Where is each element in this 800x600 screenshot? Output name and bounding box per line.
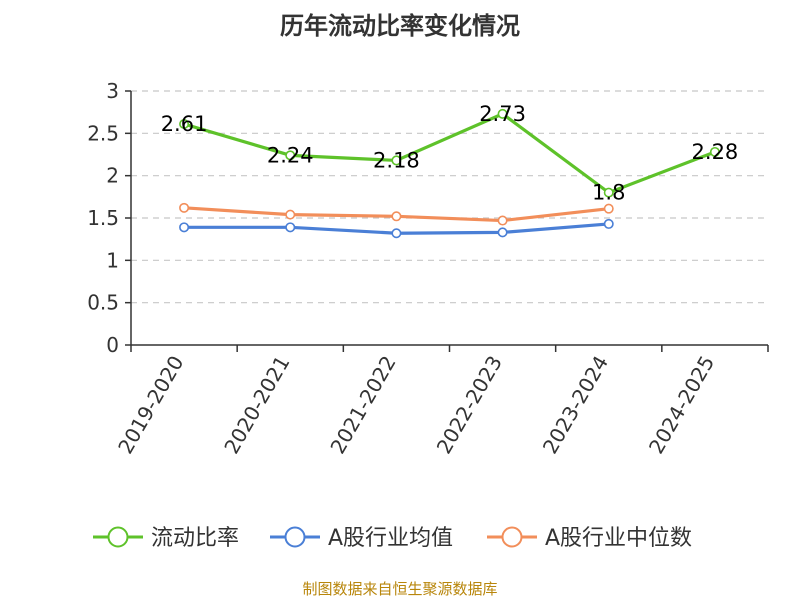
legend-marker — [284, 526, 306, 548]
y-tick-label: 1.5 — [87, 206, 119, 230]
x-tick-label: 2021-2022 — [325, 352, 400, 458]
legend-marker — [501, 526, 523, 548]
y-tick-label: 2.5 — [87, 121, 119, 145]
legend-item[interactable]: A股行业均值 — [270, 526, 453, 551]
grid-lines — [131, 90, 768, 304]
series-lines — [179, 108, 720, 239]
data-label: 1.8 — [592, 181, 625, 205]
y-tick-label: 0.5 — [87, 291, 119, 315]
data-point — [285, 222, 296, 233]
y-tick-label: 3 — [106, 79, 119, 103]
data-point — [285, 150, 296, 161]
data-point — [391, 228, 402, 239]
data-point — [179, 222, 190, 233]
data-point — [179, 202, 190, 213]
data-label: 2.73 — [479, 102, 526, 126]
data-point — [391, 155, 402, 166]
data-point — [497, 108, 508, 119]
x-tick-label: 2020-2021 — [219, 352, 294, 458]
data-point — [179, 119, 190, 130]
chart-title: 历年流动比率变化情况 — [280, 12, 520, 40]
x-tick-label: 2022-2023 — [432, 352, 507, 458]
series-line — [183, 112, 716, 195]
y-tick-label: 0 — [106, 333, 119, 357]
data-label: 2.61 — [161, 112, 208, 136]
data-point — [497, 227, 508, 238]
y-tick-label: 2 — [106, 164, 119, 188]
data-point — [285, 209, 296, 220]
data-point — [603, 203, 614, 214]
data-point — [709, 146, 720, 157]
data-label: 2.24 — [267, 143, 314, 167]
legend-marker — [107, 526, 129, 548]
legend-label: A股行业中位数 — [545, 526, 692, 551]
legend-label: A股行业均值 — [328, 526, 453, 551]
data-labels: 2.61 2.24 2.18 2.73 1.8 2.28 — [161, 102, 739, 205]
data-point — [603, 187, 614, 198]
data-label: 2.28 — [692, 140, 739, 164]
legend[interactable]: 流动比率 A股行业均值 A股行业中位数 — [93, 526, 692, 551]
legend-item[interactable]: A股行业中位数 — [487, 526, 692, 551]
source-note: 制图数据来自恒生聚源数据库 — [302, 580, 498, 598]
data-label: 2.18 — [373, 148, 420, 172]
x-tick-label: 2023-2024 — [538, 352, 613, 458]
x-tick-label: 2024-2025 — [644, 352, 719, 458]
data-point — [603, 218, 614, 229]
legend-label: 流动比率 — [151, 526, 239, 551]
legend-item[interactable]: 流动比率 — [93, 526, 239, 551]
data-point — [391, 211, 402, 222]
data-point — [497, 215, 508, 226]
y-tick-label: 1 — [106, 248, 119, 272]
x-tick-label: 2019-2020 — [113, 352, 188, 458]
